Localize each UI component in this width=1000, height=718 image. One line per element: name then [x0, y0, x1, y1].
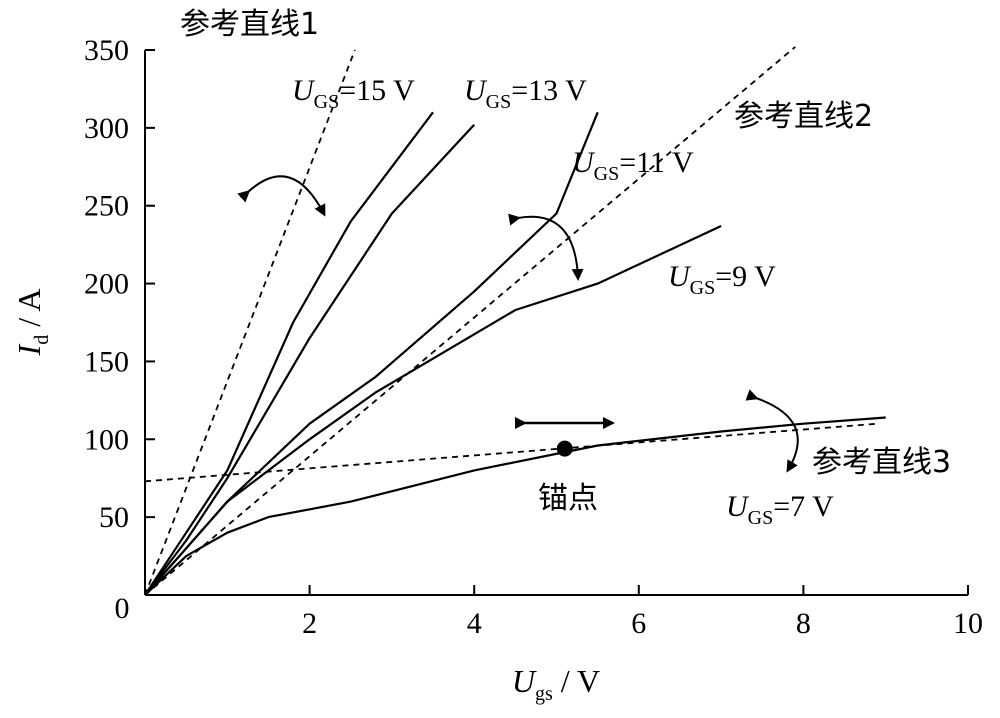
- x-ticks: 2 4 6 8 10: [302, 585, 983, 640]
- anchor-label: 锚点: [538, 481, 598, 516]
- series-label-ugs-13: UGS=13 V: [464, 74, 587, 113]
- x-tick-label: 6: [631, 607, 646, 640]
- ref-line-3-label: 参考直线3: [812, 445, 951, 480]
- y-tick-label: 100: [84, 423, 129, 456]
- rotation-arrow-ref3: [745, 389, 799, 473]
- series-label-ugs-15: UGS=15 V: [292, 74, 415, 113]
- series-label-ugs-11: UGS=11 V: [572, 146, 694, 185]
- x-tick-label: 2: [302, 607, 317, 640]
- y-ticks: 50 100 150 200 250 300 350: [84, 34, 155, 534]
- axes: [144, 50, 968, 596]
- rotation-arrow-ref1: [237, 175, 326, 217]
- y-tick-label: 350: [84, 34, 129, 67]
- anchor-point: [556, 440, 573, 457]
- x-axis-title: Ugs / V: [512, 663, 600, 705]
- y-tick-label: 200: [84, 268, 129, 301]
- series-line-ugs-13: [144, 123, 476, 596]
- y-tick-label: 300: [84, 112, 129, 145]
- series-line-ugs-11: [144, 111, 599, 596]
- y-tick-label: 50: [99, 501, 129, 534]
- y-axis-title: Id / A: [11, 289, 53, 357]
- x-tick-label: 4: [467, 607, 482, 640]
- rotation-arrow-ref2: [508, 213, 584, 281]
- ref-line-2: [144, 46, 796, 596]
- ref-line-2-label: 参考直线2: [734, 99, 873, 134]
- series-label-ugs-9: UGS=9 V: [668, 260, 776, 299]
- x-tick-label: 8: [796, 607, 811, 640]
- series-line-ugs-9: [144, 225, 722, 596]
- x-tick-label: 10: [953, 607, 983, 640]
- ref-line-1-label: 参考直线1: [180, 7, 319, 42]
- ref-line-1: [144, 49, 356, 596]
- series-line-ugs-15: [144, 111, 434, 596]
- series-label-ugs-7: UGS=7 V: [726, 490, 834, 529]
- origin-label: 0: [115, 592, 130, 625]
- y-tick-label: 150: [84, 345, 129, 378]
- y-tick-label: 250: [84, 190, 129, 223]
